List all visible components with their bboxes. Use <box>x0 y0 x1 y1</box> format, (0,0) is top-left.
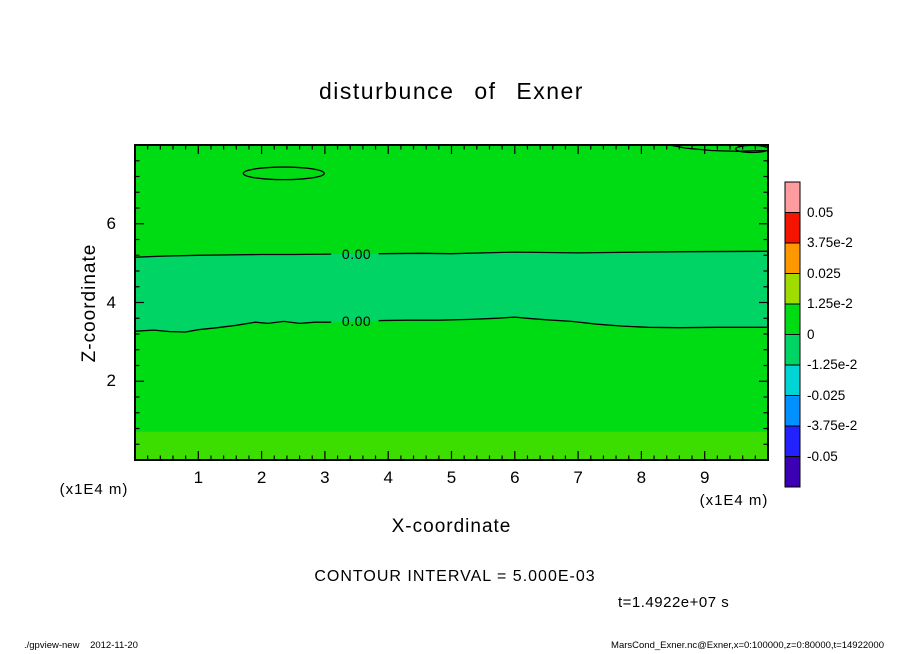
closed-contour <box>242 166 325 181</box>
shaded-field <box>135 145 768 460</box>
colorbar-cell <box>784 364 801 396</box>
x-tick-label: 5 <box>446 468 457 487</box>
x-axis-label: X-coordinate <box>391 516 512 537</box>
colorbar-cell <box>784 303 801 335</box>
plot-title: disturbunce of Exner <box>319 78 584 104</box>
time-stamp-text: t=1.4922e+07 s <box>618 594 730 611</box>
y-tick-label: 6 <box>106 213 116 233</box>
footer-command-text: ./gpview-new 2012-11-20 <box>24 640 138 651</box>
colorbar-tick-label: 3.75e-2 <box>807 235 853 250</box>
contour-interval-text: CONTOUR INTERVAL = 5.000E-03 <box>314 568 596 585</box>
colorbar-cell <box>784 395 801 427</box>
zero-contour-line <box>378 250 768 255</box>
contour-label: 0.00 <box>341 313 372 330</box>
colorbar-tick-label: 0.025 <box>807 265 841 281</box>
contour-label: 0.00 <box>341 245 372 262</box>
y-tick-label: 4 <box>106 292 116 312</box>
x-tick-label: 8 <box>636 468 647 487</box>
colorbar-cell <box>784 212 801 244</box>
x-tick-label: 3 <box>320 468 330 487</box>
colorbar-cell <box>784 425 801 457</box>
x-tick-label: 1 <box>193 468 204 487</box>
x-tick-label: 2 <box>256 468 267 487</box>
x-tick-label: 7 <box>573 468 583 487</box>
colorbar-tick-label: -3.75e-2 <box>807 418 858 433</box>
colorbar-tick-label: 1.25e-2 <box>807 296 853 311</box>
colorbar-cell <box>784 456 801 488</box>
colorbar-cell <box>784 181 801 213</box>
colorbar-tick-label: -0.025 <box>807 387 846 403</box>
colorbar-cell <box>784 273 801 305</box>
colorbar-cell <box>784 334 801 366</box>
x-tick-label: 9 <box>699 468 710 487</box>
negative-band-fill <box>135 251 768 332</box>
colorbar-tick-label: 0.05 <box>807 204 834 220</box>
colorbar-cell <box>784 242 801 274</box>
x-tick-label: 4 <box>383 468 393 487</box>
colorbar-tick-label: -0.05 <box>807 448 838 464</box>
colorbar-tick-label: 0 <box>807 326 815 342</box>
x-axis-unit-factor: (x1E4 m) <box>699 492 769 509</box>
zero-contour-line <box>135 253 332 258</box>
x-tick-label: 6 <box>510 468 520 487</box>
footer-datafile-text: MarsCond_Exner.nc@Exner,x=0:100000,z=0:8… <box>611 640 884 651</box>
colorbar-tick-label: -1.25e-2 <box>807 357 858 372</box>
zero-contour-line <box>378 316 768 329</box>
y-axis-unit-factor: (x1E4 m) <box>59 481 129 498</box>
zero-contour-line <box>135 320 332 333</box>
y-tick-label: 2 <box>106 371 116 391</box>
